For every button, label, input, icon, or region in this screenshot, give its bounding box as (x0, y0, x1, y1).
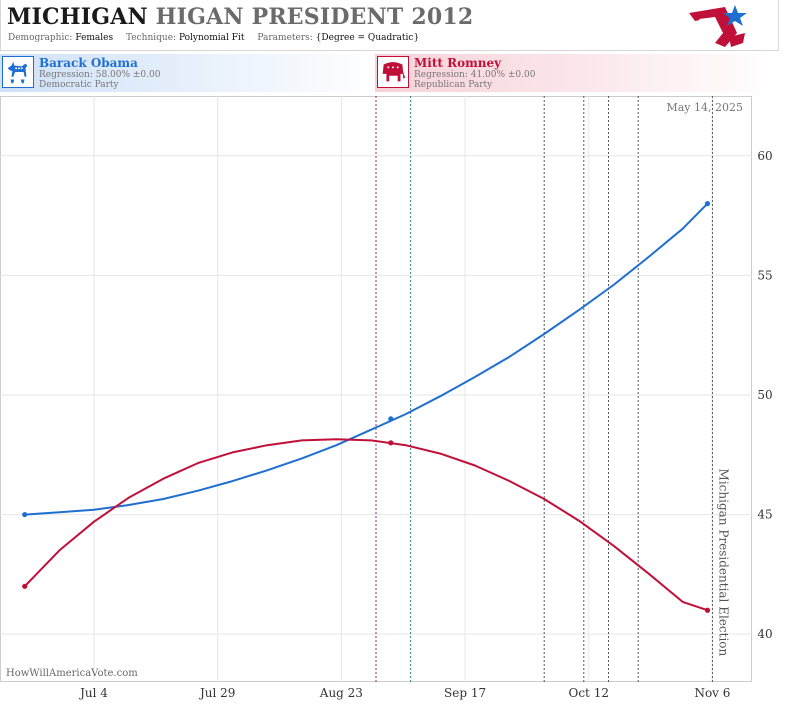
series-point (704, 201, 711, 207)
candidate-name: Mitt Romney (414, 56, 502, 70)
series (22, 201, 711, 613)
elephant-icon (377, 56, 409, 88)
parameters-value: {Degree = Quadratic} (315, 33, 420, 43)
poll-chart: Michigan Presidential Election 40 45 50 55 6… (0, 96, 773, 700)
series-line (23, 438, 708, 612)
series-point (704, 607, 711, 613)
x-tick-label: Jul 4 (78, 686, 108, 700)
date-stamp: May 14, 2025 (666, 101, 743, 114)
x-tick-label: Aug 23 (319, 686, 363, 700)
chart-parameters: Demographic: Females Technique: Polynomi… (8, 33, 429, 43)
x-tick-label: Jul 29 (198, 686, 235, 700)
chart-header: MICHIGAN HIGAN PRESIDENT 2012 Demographi… (0, 0, 779, 51)
title-rest: HIGAN PRESIDENT 2012 (155, 4, 474, 30)
y-tick-label: 60 (757, 149, 772, 163)
event-lines: Michigan Presidential Election (375, 96, 730, 682)
demographic-value: Females (75, 33, 114, 43)
series-point (22, 583, 28, 589)
technique-value: Polynomial Fit (178, 33, 245, 43)
series-line (24, 202, 709, 516)
parameters-label: Parameters: (257, 33, 313, 43)
page-title: MICHIGAN HIGAN PRESIDENT 2012 (7, 4, 473, 30)
x-tick-label: Sep 17 (444, 686, 486, 700)
demographic-label: Demographic: (8, 33, 73, 43)
candidate-party: Democratic Party (39, 80, 119, 90)
x-tick-label: Oct 12 (569, 686, 609, 700)
donkey-icon (2, 56, 34, 88)
axes: 40 45 50 55 60 Jul 4 Jul 29 Aug 23 Sep 17 Oct 12 N… (78, 149, 773, 700)
x-tick-label: Nov 6 (694, 686, 730, 700)
candidate-name: Barack Obama (39, 56, 138, 70)
site-logo-icon (689, 5, 747, 47)
candidate-romney: Mitt Romney Regression: 41.00% ±0.00 Rep… (375, 54, 777, 92)
candidate-party: Republican Party (414, 80, 493, 90)
candidate-regression: Regression: 41.00% ±0.00 (414, 70, 536, 80)
site-credit: HowWillAmericaVote.com (6, 668, 138, 679)
candidate-regression: Regression: 58.00% ±0.00 (39, 70, 161, 80)
title-state: MICHIGAN (7, 4, 148, 30)
technique-label: Technique: (126, 33, 177, 43)
y-tick-label: 45 (757, 508, 772, 522)
event-line-label: Michigan Presidential Election (716, 469, 730, 657)
candidate-obama: Barack Obama Regression: 58.00% ±0.00 De… (0, 54, 380, 92)
series-point (22, 511, 28, 518)
y-tick-label: 55 (757, 268, 772, 282)
series-point (388, 440, 394, 446)
y-tick-label: 40 (757, 627, 772, 641)
y-tick-label: 50 (757, 388, 772, 402)
series-point (388, 416, 394, 422)
